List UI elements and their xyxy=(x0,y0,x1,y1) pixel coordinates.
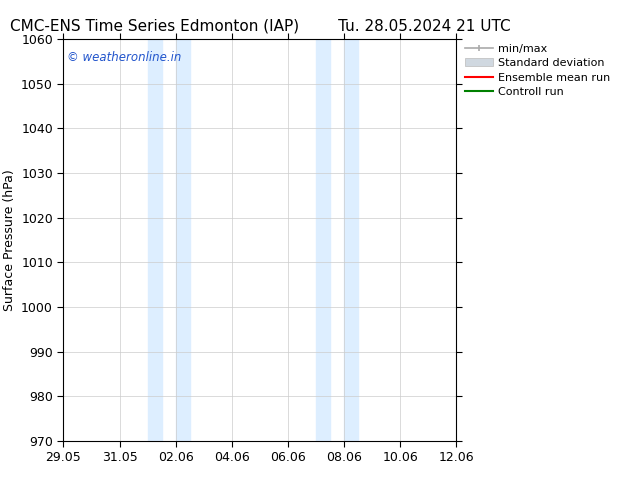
Y-axis label: Surface Pressure (hPa): Surface Pressure (hPa) xyxy=(3,169,16,311)
Bar xyxy=(344,39,358,441)
Bar xyxy=(176,39,190,441)
Bar xyxy=(316,39,330,441)
Title: CMC-ENS Time Series Edmonton (IAP)        Tu. 28.05.2024 21 UTC: CMC-ENS Time Series Edmonton (IAP) Tu. 2… xyxy=(10,19,510,34)
Bar xyxy=(148,39,162,441)
Legend: min/max, Standard deviation, Ensemble mean run, Controll run: min/max, Standard deviation, Ensemble me… xyxy=(460,39,615,101)
Text: © weatheronline.in: © weatheronline.in xyxy=(67,51,182,64)
